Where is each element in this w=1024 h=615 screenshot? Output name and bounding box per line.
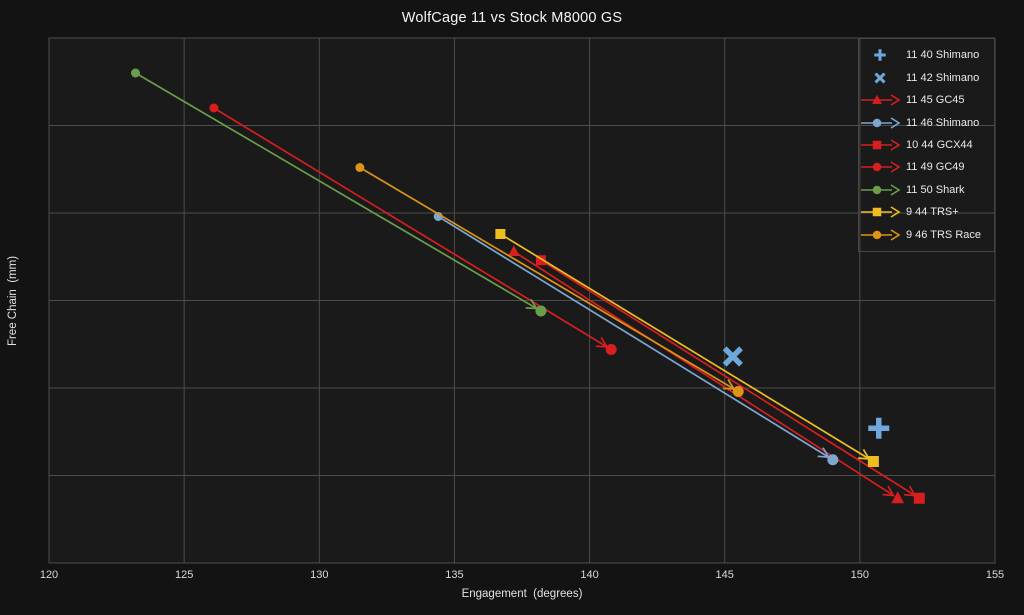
legend-item-11-40-shimano: 11 40 Shimano: [859, 45, 994, 65]
end-marker-circle-icon: [827, 454, 839, 466]
series-9-44-trs: [495, 229, 879, 467]
x-tick-label: 125: [174, 569, 194, 581]
point-marker-x-icon: [722, 346, 743, 367]
start-marker-circle-icon: [209, 103, 219, 113]
legend-item-11-50-shark: 11 50 Shark: [859, 180, 994, 200]
legend-square-icon: [861, 206, 901, 218]
series-line: [359, 166, 734, 390]
start-marker-triangle-icon: [508, 245, 520, 256]
legend-item-label: 11 42 Shimano: [906, 71, 980, 84]
legend-square-icon: [861, 139, 901, 151]
legend: 11 40 Shimano 11 42 Shimano 11 45 GC45 11 4…: [858, 38, 995, 252]
legend-item-label: 11 49 GC49: [906, 161, 965, 174]
legend-item-label: 11 46 Shimano: [906, 116, 980, 129]
legend-item-label: 9 46 TRS Race: [906, 228, 982, 241]
end-marker-square-icon: [913, 492, 925, 504]
legend-item-label: 11 45 GC45: [906, 94, 965, 107]
series-line: [499, 233, 869, 460]
x-tick-label: 140: [580, 569, 599, 581]
series-9-46-trs-race: [355, 163, 744, 397]
series-11-42-shimano: [722, 346, 743, 367]
series-10-44-gcx44: [535, 255, 925, 504]
legend-item-9-46-trs-race: 9 46 TRS Race: [859, 225, 994, 245]
legend-item-label: 10 44 GCX44: [906, 138, 973, 151]
series-line: [513, 250, 894, 496]
x-tick-label: 155: [985, 569, 1005, 581]
legend-plus-icon: [874, 49, 886, 61]
series-11-40-shimano: [868, 417, 890, 439]
legend-circle-icon: [861, 116, 901, 129]
legend-item-10-44-gcx44: 10 44 GCX44: [859, 135, 994, 155]
legend-circle-icon: [861, 161, 901, 174]
series-11-50-shark: [130, 68, 547, 317]
start-marker-square-icon: [495, 229, 506, 239]
x-tick-label: 135: [445, 569, 464, 581]
legend-item-11-49-gc49: 11 49 GC49: [859, 157, 994, 177]
end-marker-triangle-icon: [891, 491, 905, 504]
series-11-45-gc45: [508, 245, 905, 504]
series-line: [437, 215, 829, 458]
end-marker-circle-icon: [732, 386, 744, 397]
legend-circle-icon: [861, 184, 901, 196]
legend-item-9-44-trs: 9 44 TRS+: [859, 202, 994, 222]
legend-triangle-icon: [861, 94, 901, 106]
arrowhead-icon: [882, 485, 896, 497]
x-axis-label: Engagement (degrees): [461, 588, 583, 600]
legend-x-icon: [874, 72, 886, 84]
legend-item-11-45-gc45: 11 45 GC45: [859, 90, 994, 110]
point-marker-plus-icon: [868, 417, 890, 439]
start-marker-circle-icon: [130, 68, 140, 78]
legend-circle-icon: [861, 229, 901, 241]
end-marker-circle-icon: [605, 344, 617, 355]
series-line: [540, 259, 915, 496]
x-tick-label: 130: [310, 569, 329, 581]
x-tick-label: 120: [39, 569, 59, 581]
start-marker-square-icon: [535, 255, 546, 266]
series-11-46-shimano: [433, 212, 839, 466]
legend-item-11-46-shimano: 11 46 Shimano: [859, 113, 994, 133]
legend-item-11-42-shimano: 11 42 Shimano: [859, 68, 994, 88]
chart-title: WolfCage 11 vs Stock M8000 GS: [401, 10, 623, 26]
end-marker-circle-icon: [535, 305, 547, 317]
start-marker-circle-icon: [355, 163, 365, 172]
x-tick-label: 150: [850, 569, 870, 581]
series-line: [135, 72, 537, 309]
legend-item-label: 11 50 Shark: [906, 183, 965, 196]
end-marker-square-icon: [867, 456, 879, 467]
x-tick-label: 145: [715, 569, 734, 581]
legend-item-label: 11 40 Shimano: [906, 49, 980, 62]
legend-item-label: 9 44 TRS+: [906, 206, 959, 219]
plot-border: [48, 37, 996, 564]
